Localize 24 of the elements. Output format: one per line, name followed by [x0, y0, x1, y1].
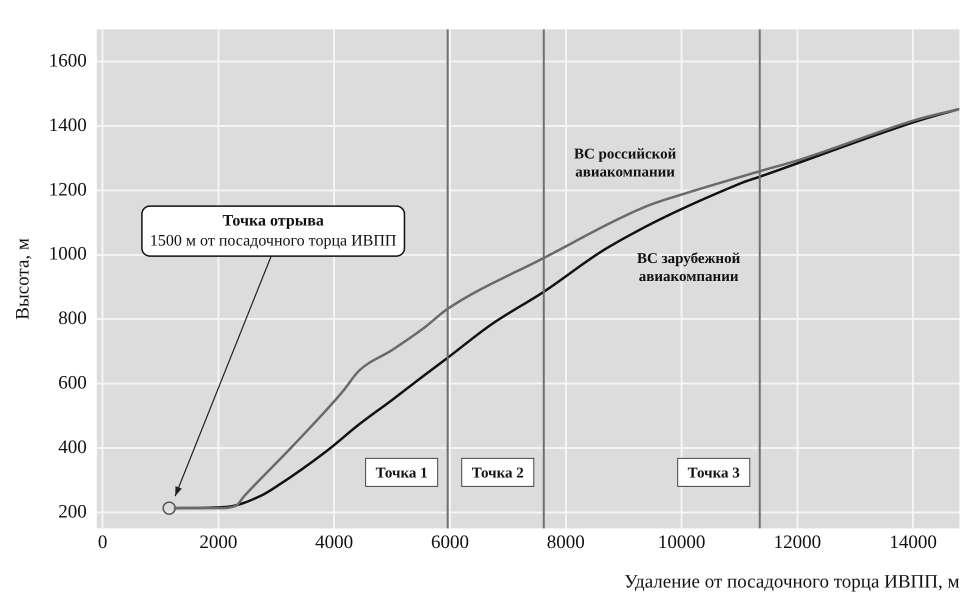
ref-line-label: Точка 1	[376, 465, 428, 482]
x-tick-label: 4000	[315, 532, 354, 553]
y-tick-label: 800	[58, 308, 87, 330]
y-tick-label: 1400	[48, 114, 87, 136]
y-tick-label: 600	[58, 372, 87, 394]
annotation: Точка отрыва 1500 м от посадочного торца ИВПП	[150, 212, 397, 250]
x-tick-label: 0	[98, 532, 108, 553]
x-tick-label: 10000	[658, 532, 706, 553]
x-tick-label: 2000	[199, 532, 238, 553]
x-axis-title: Удаление от посадочного торца ИВПП, м	[624, 572, 960, 593]
y-axis-title: Высота, м	[12, 238, 34, 320]
x-tick-label: 12000	[774, 532, 822, 553]
y-tick-label: 1000	[48, 244, 87, 265]
ref-line-label: Точка 2	[472, 465, 524, 482]
y-tick-label: 400	[58, 436, 87, 458]
ref-line-label: Точка 3	[688, 465, 740, 482]
y-tick-label: 1200	[48, 179, 87, 200]
y-tick-label: 200	[58, 501, 87, 522]
y-tick-label: 1600	[48, 50, 87, 72]
x-tick-label: 14000	[889, 532, 937, 553]
series-label: ВС зарубежной авиакомпании	[637, 250, 741, 285]
x-tick-label: 6000	[430, 532, 469, 553]
x-tick-label: 8000	[546, 532, 585, 553]
series-label: ВС российской авиакомпании	[574, 146, 677, 181]
